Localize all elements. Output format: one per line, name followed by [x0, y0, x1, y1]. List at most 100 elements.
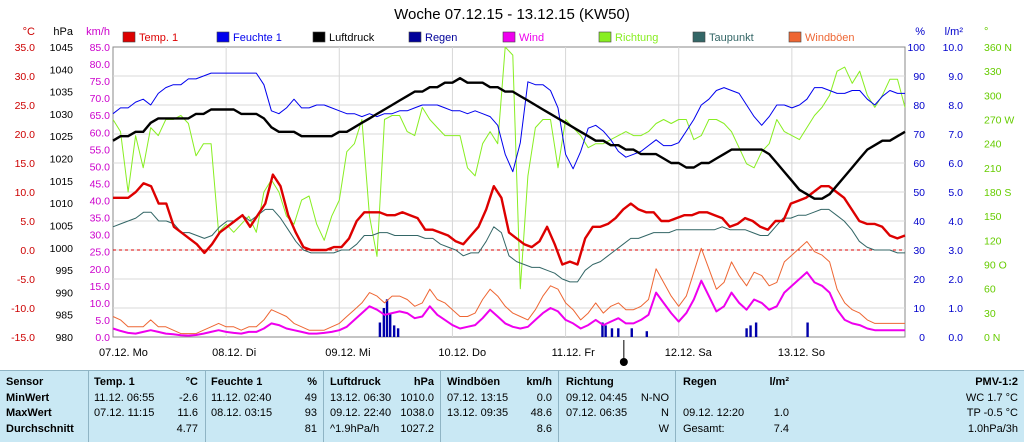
- wind-axis-tick: 0.0: [95, 332, 110, 344]
- axis-labels: 35.0 30.0 25.0 20.0 15.0 10.0 5.0 0.0 -5.0 -10.0 -…: [11, 26, 1014, 344]
- temp-axis-tick-unit: °C: [23, 26, 35, 38]
- legend-label: Luftdruck: [329, 32, 375, 44]
- pressure-axis-tick: 1035: [50, 87, 74, 99]
- rain-axis-tick: 0.0: [948, 332, 963, 344]
- rain-bar: [382, 308, 386, 337]
- temp-min-time: 11.12. 06:55: [94, 391, 155, 404]
- pressure-axis-tick: 985: [55, 310, 73, 322]
- rain-bar: [604, 325, 607, 337]
- humidity-axis-tick: 100: [907, 42, 925, 54]
- wind-axis-tick: 65.0: [90, 110, 111, 122]
- rain-total-value: 7.4: [773, 422, 789, 435]
- pressure-axis-tick: 1010: [50, 198, 74, 210]
- dir-avg-value: W: [658, 422, 669, 435]
- rain-axis-tick: 4.0: [948, 216, 963, 228]
- legend-label: Feuchte 1: [233, 32, 282, 44]
- series-line-temp-1: [113, 173, 906, 266]
- gust-min-value: 0.0: [536, 391, 552, 404]
- rain-bar: [645, 331, 649, 337]
- press-avg-value: 1027.2: [400, 422, 434, 435]
- rain-axis-tick: 3.0: [948, 245, 963, 257]
- x-axis-label: 09.12. Mi: [325, 347, 370, 359]
- rain-axis-tick: 5.0: [948, 187, 963, 199]
- hum-title: Feuchte 1: [211, 376, 263, 388]
- rain-bar: [745, 328, 748, 337]
- pressure-axis-tick: 990: [55, 287, 73, 299]
- stats-col-humidity: Feuchte 1% 11.12. 02:40 49 08.12. 03:15 93…: [211, 375, 317, 441]
- wind-axis-tick-unit: km/h: [86, 26, 110, 38]
- legend-swatch: [598, 31, 612, 43]
- divider: [323, 371, 324, 442]
- humidity-axis-tick: 10: [913, 303, 925, 315]
- direction-axis-tick: 0 N: [984, 332, 1000, 344]
- dir-max-value: N: [661, 407, 669, 419]
- humidity-axis-tick: 90: [913, 71, 925, 83]
- press-max-time: 09.12. 22:40: [330, 407, 392, 419]
- stats-col-direction: Richtung 09.12. 04:45 N-NO 07.12. 06:35 N …: [566, 375, 669, 441]
- dir-title: Richtung: [566, 376, 614, 388]
- direction-axis-tick: 60: [984, 284, 996, 296]
- series-line-luftdruck: [112, 76, 906, 200]
- stats-col-rain: Regen l/m² 09.12. 12:20 1.0 Gesamt: 7.4: [683, 375, 789, 441]
- rain-bar: [610, 328, 614, 337]
- divider: [558, 371, 559, 442]
- stats-col-sensor: Sensor MinWert MaxWert Durchschnitt: [6, 375, 86, 441]
- hum-max-value: 93: [304, 407, 317, 419]
- temp-axis-tick: -5.0: [17, 274, 35, 286]
- temp-max-value: 11.6: [177, 407, 198, 419]
- pressure-axis-tick: 1040: [50, 64, 74, 76]
- stats-max-label: MaxWert: [6, 407, 52, 419]
- divider: [675, 371, 676, 442]
- temp-axis-tick: -10.0: [11, 303, 35, 315]
- humidity-axis-tick: 60: [913, 158, 925, 170]
- rain-axis-tick: 7.0: [948, 129, 963, 141]
- stats-col-pressure: Luftdruck hPa 13.12. 06:30 1010.0 09.12. 2…: [330, 375, 434, 441]
- wind-axis-tick: 40.0: [90, 196, 111, 208]
- temp-axis-tick: 25.0: [15, 100, 36, 112]
- wind-axis-tick: 20.0: [90, 264, 111, 276]
- rain-axis-tick: 10.0: [943, 42, 964, 54]
- stats-col-temp: Temp. 1 °C 11.12. 06:55 -2.6 07.12. 11:15 1…: [94, 375, 198, 441]
- press-trend: ^1.9hPa/h: [330, 422, 380, 435]
- rain-title: Regen: [683, 376, 717, 388]
- x-axis-label: 08.12. Di: [212, 347, 256, 359]
- temp-axis-tick: 15.0: [15, 158, 36, 170]
- divider: [440, 371, 441, 442]
- hum-unit: %: [307, 376, 317, 388]
- humidity-axis-tick: 50: [913, 187, 925, 199]
- temp-axis-tick: 35.0: [15, 42, 36, 54]
- plot-area: [112, 46, 906, 338]
- temp-avg-value: 4.77: [176, 422, 198, 435]
- hum-min-time: 11.12. 02:40: [211, 391, 272, 404]
- legend-swatch: [502, 31, 516, 43]
- temp-unit: °C: [185, 376, 198, 388]
- series-line-windböen: [112, 241, 905, 335]
- rain-bar: [392, 325, 396, 337]
- stats-avg-label: Durchschnitt: [6, 422, 74, 435]
- rain-bar: [617, 328, 620, 337]
- x-axis-labels: 07.12. Mo 08.12. Di 09.12. Mi 10.12. Do 11.1…: [99, 340, 825, 366]
- series-line-wind: [112, 271, 905, 337]
- temp-axis-tick: 30.0: [15, 71, 36, 83]
- wind-axis-tick: 85.0: [90, 42, 111, 54]
- temp-axis-tick: 10.0: [15, 187, 36, 199]
- humidity-axis-tick: 20: [913, 274, 925, 286]
- legend-label: Regen: [425, 32, 457, 44]
- press-title: Luftdruck: [330, 376, 381, 388]
- wind-axis-tick: 70.0: [90, 93, 111, 105]
- press-unit: hPa: [413, 376, 434, 388]
- press-max-value: 1038.0: [400, 407, 434, 419]
- temp-axis-tick: -15.0: [11, 332, 35, 344]
- direction-axis-tick: 360 N: [984, 42, 1012, 54]
- legend-swatch: [216, 31, 230, 43]
- rain-bar: [754, 322, 758, 337]
- rain-bar: [806, 322, 809, 337]
- x-axis-label: 07.12. Mo: [99, 347, 148, 359]
- chart-title: Woche 07.12.15 - 13.12.15 (KW50): [394, 6, 630, 23]
- wind-axis-tick: 10.0: [90, 298, 111, 310]
- rain-axis-tick-unit: l/m²: [945, 26, 964, 38]
- legend-label: Taupunkt: [709, 32, 754, 44]
- press-min-time: 13.12. 06:30: [330, 391, 392, 404]
- temp-axis-tick: 5.0: [20, 216, 35, 228]
- direction-axis-tick: 180 S: [984, 187, 1011, 199]
